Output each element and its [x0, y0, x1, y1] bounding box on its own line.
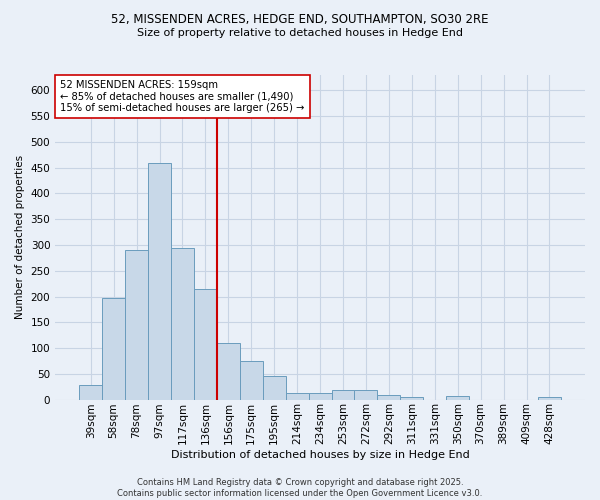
- Bar: [148, 162, 171, 400]
- Bar: [217, 343, 240, 400]
- Bar: [308, 394, 332, 400]
- Bar: [355, 390, 377, 400]
- Bar: [194, 289, 217, 400]
- Bar: [538, 397, 561, 400]
- Bar: [400, 397, 423, 400]
- Text: Size of property relative to detached houses in Hedge End: Size of property relative to detached ho…: [137, 28, 463, 38]
- Bar: [240, 361, 263, 400]
- Bar: [446, 396, 469, 400]
- Text: 52, MISSENDEN ACRES, HEDGE END, SOUTHAMPTON, SO30 2RE: 52, MISSENDEN ACRES, HEDGE END, SOUTHAMP…: [111, 12, 489, 26]
- Bar: [171, 248, 194, 400]
- Text: Contains HM Land Registry data © Crown copyright and database right 2025.
Contai: Contains HM Land Registry data © Crown c…: [118, 478, 482, 498]
- Text: 52 MISSENDEN ACRES: 159sqm
← 85% of detached houses are smaller (1,490)
15% of s: 52 MISSENDEN ACRES: 159sqm ← 85% of deta…: [61, 80, 305, 113]
- X-axis label: Distribution of detached houses by size in Hedge End: Distribution of detached houses by size …: [171, 450, 469, 460]
- Y-axis label: Number of detached properties: Number of detached properties: [15, 155, 25, 320]
- Bar: [102, 298, 125, 400]
- Bar: [79, 385, 102, 400]
- Bar: [332, 390, 355, 400]
- Bar: [125, 250, 148, 400]
- Bar: [263, 376, 286, 400]
- Bar: [286, 394, 308, 400]
- Bar: [377, 395, 400, 400]
